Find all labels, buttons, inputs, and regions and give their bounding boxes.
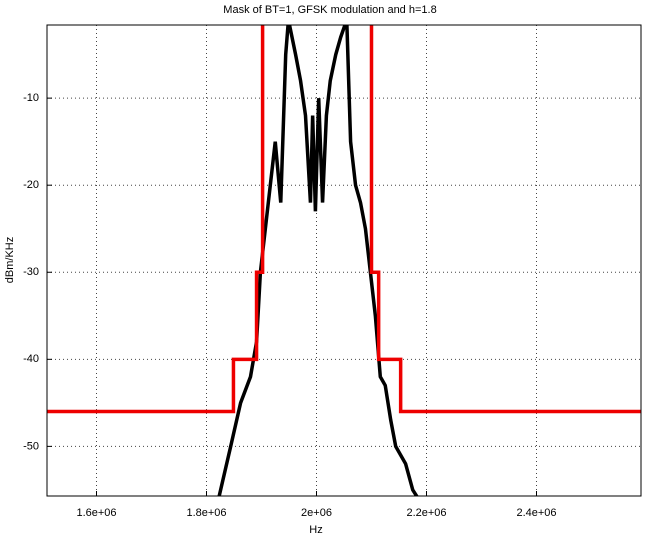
y-tick-label: -10: [23, 92, 39, 104]
y-tick-label: -40: [23, 353, 39, 365]
y-tick-label: -50: [23, 440, 39, 452]
y-tick-label: -20: [23, 179, 39, 191]
y-tick-label: -30: [23, 266, 39, 278]
x-tick-label: 2e+06: [301, 507, 332, 519]
plot-area: [47, 25, 641, 496]
x-axis-label: Hz: [309, 524, 322, 536]
x-tick-label: 2.2e+06: [406, 507, 446, 519]
x-tick-label: 2.4e+06: [516, 507, 556, 519]
x-tick-label: 1.6e+06: [76, 507, 116, 519]
x-tick-label: 1.8e+06: [186, 507, 226, 519]
series-line: [217, 25, 419, 496]
plot-frame: [46, 24, 642, 497]
series-line: [47, 25, 641, 414]
chart-title: Mask of BT=1, GFSK modulation and h=1.8: [223, 4, 436, 16]
y-axis-label: dBm/KHz: [4, 237, 16, 283]
grid: [47, 25, 641, 496]
